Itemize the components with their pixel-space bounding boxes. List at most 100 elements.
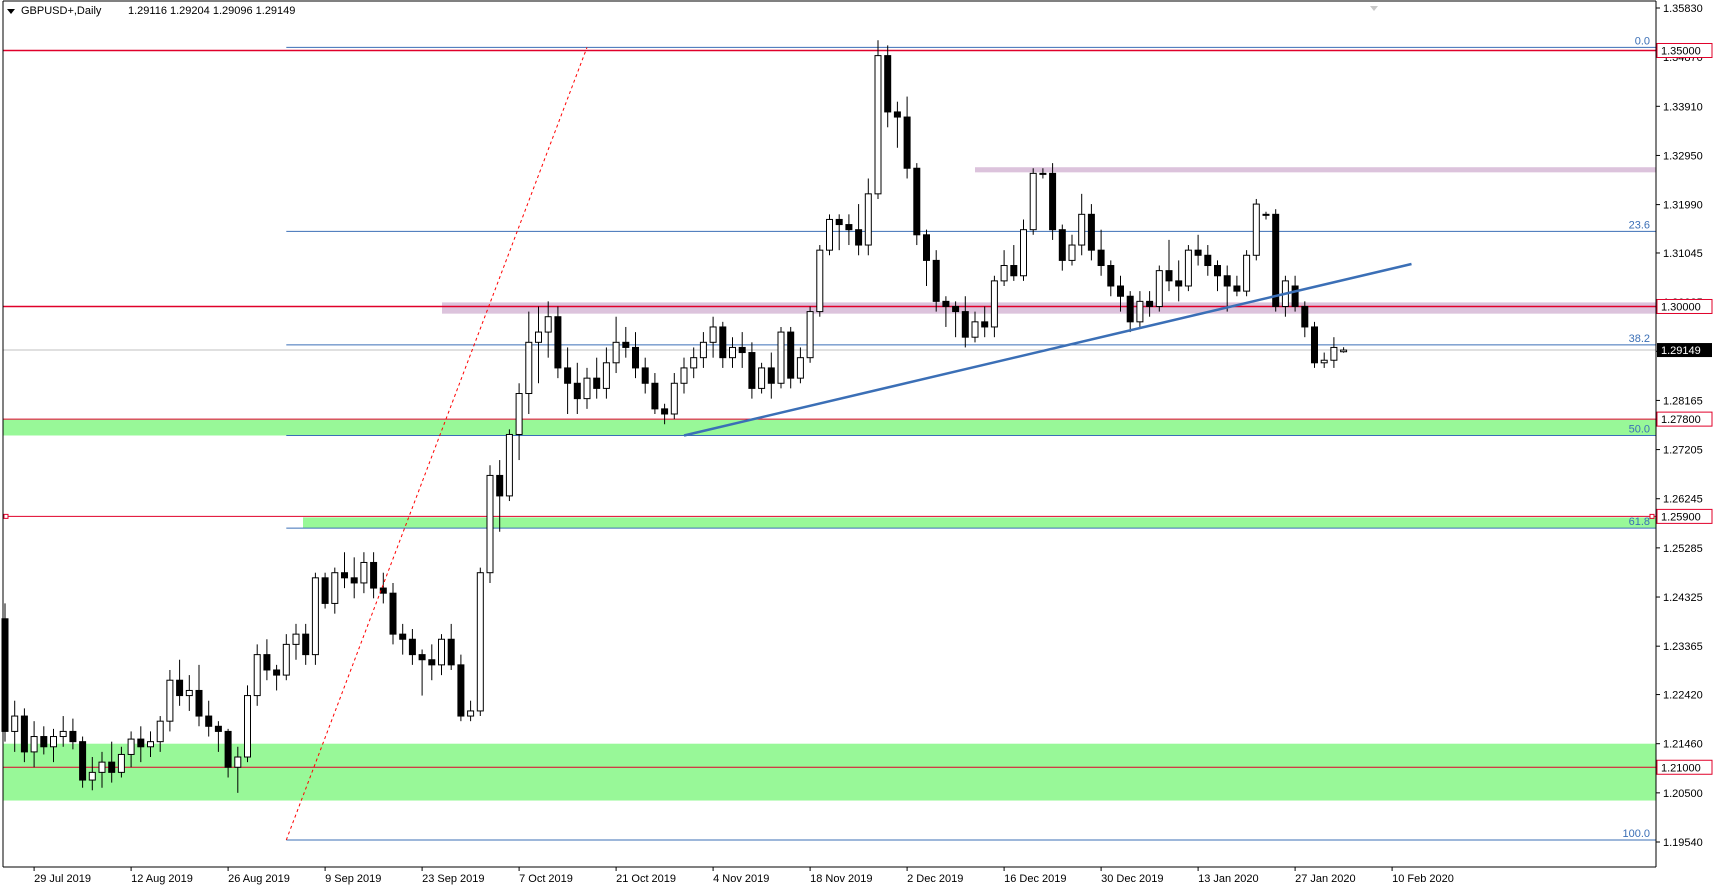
bull-candle-body bbox=[360, 561, 368, 584]
bear-candle-body bbox=[622, 341, 630, 348]
price-tick-label: 1.20500 bbox=[1663, 788, 1703, 800]
candle bbox=[40, 726, 48, 755]
zone-0 bbox=[442, 302, 1656, 314]
ohlc-values: 1.29116 1.29204 1.29096 1.29149 bbox=[128, 5, 295, 17]
bull-candle-body bbox=[30, 736, 38, 753]
bull-candle-body bbox=[1020, 229, 1027, 277]
bear-candle-body bbox=[224, 730, 232, 768]
time-tick-label: 2 Dec 2019 bbox=[907, 873, 963, 885]
level-price-label: 1.21000 bbox=[1661, 762, 1701, 774]
symbol-label: GBPUSD+,Daily bbox=[21, 5, 102, 17]
bull-candle-body bbox=[438, 638, 445, 666]
candle bbox=[796, 347, 804, 384]
bull-candle-body bbox=[583, 377, 591, 400]
bear-candle-body bbox=[1291, 285, 1299, 307]
price-tick-label: 1.31045 bbox=[1663, 248, 1703, 260]
bear-candle-body bbox=[418, 654, 426, 661]
candle bbox=[486, 465, 494, 583]
candle bbox=[1204, 245, 1212, 276]
bull-candle-body bbox=[1078, 213, 1086, 246]
bull-candle-body bbox=[1000, 265, 1008, 282]
scroll-marker-icon[interactable] bbox=[1370, 6, 1378, 11]
candle bbox=[884, 45, 892, 128]
bear-candle-body bbox=[1058, 229, 1066, 261]
bear-candle-body bbox=[748, 352, 756, 389]
bull-candle-body bbox=[525, 341, 533, 395]
zone-4 bbox=[3, 743, 1656, 801]
candle bbox=[554, 306, 562, 379]
bull-candle-body bbox=[796, 357, 804, 379]
time-tick-label: 9 Sep 2019 bbox=[325, 873, 381, 885]
bear-candle-body bbox=[263, 654, 271, 671]
level-price-label: 1.25900 bbox=[1661, 511, 1701, 523]
candle bbox=[59, 716, 67, 747]
candle bbox=[602, 347, 610, 399]
bear-candle-body bbox=[738, 346, 746, 354]
candle bbox=[855, 204, 863, 256]
candle bbox=[1000, 250, 1008, 286]
candle bbox=[680, 357, 688, 394]
bear-candle-body bbox=[214, 725, 222, 732]
candle bbox=[98, 751, 106, 788]
bear-candle-body bbox=[1039, 172, 1047, 175]
level-handle-right bbox=[1649, 513, 1655, 519]
bear-candle-body bbox=[593, 377, 601, 389]
candle bbox=[224, 728, 232, 778]
bear-candle-body bbox=[1214, 265, 1221, 277]
candle bbox=[69, 718, 77, 750]
candle bbox=[350, 557, 358, 599]
level-price-label: 1.35000 bbox=[1661, 45, 1701, 57]
bear-candle-body bbox=[205, 715, 213, 727]
candle bbox=[1155, 265, 1163, 312]
bull-candle-body bbox=[709, 326, 717, 343]
candle bbox=[11, 700, 19, 752]
price-tick-label: 1.28165 bbox=[1663, 395, 1703, 407]
bull-candle-body bbox=[59, 730, 67, 738]
candle bbox=[826, 214, 833, 256]
candle bbox=[1252, 198, 1260, 261]
bear-candle-body bbox=[942, 300, 950, 307]
candle bbox=[1175, 260, 1183, 302]
bull-candle-body bbox=[311, 577, 319, 656]
bull-candle-body bbox=[990, 280, 998, 328]
bear-candle-body bbox=[1107, 265, 1115, 287]
candle bbox=[1262, 211, 1270, 220]
bear-candle-body bbox=[370, 561, 378, 589]
candle bbox=[787, 326, 795, 389]
dropdown-triangle-icon[interactable] bbox=[7, 9, 15, 14]
bull-candle-body bbox=[166, 679, 174, 722]
bear-candle-body bbox=[719, 326, 727, 359]
time-tick-label: 23 Sep 2019 bbox=[422, 873, 484, 885]
bull-candle-body bbox=[88, 771, 96, 781]
bull-candle-body bbox=[670, 382, 678, 415]
candle bbox=[176, 659, 184, 706]
candle bbox=[1214, 260, 1221, 292]
candle bbox=[748, 342, 756, 399]
candle bbox=[845, 214, 853, 246]
bear-candle-body bbox=[350, 577, 358, 584]
candle bbox=[729, 337, 736, 368]
bear-candle-body bbox=[496, 474, 504, 497]
candle bbox=[321, 572, 329, 609]
bull-candle-body bbox=[486, 474, 494, 574]
bear-candle-body bbox=[1233, 285, 1241, 292]
candle bbox=[341, 552, 348, 589]
bear-candle-body bbox=[1311, 326, 1318, 364]
bear-candle-body bbox=[981, 321, 989, 328]
bull-candle-body bbox=[699, 341, 707, 359]
bull-candle-body bbox=[826, 218, 833, 251]
candle bbox=[932, 250, 940, 312]
bear-candle-body bbox=[389, 592, 397, 635]
bear-candle-body bbox=[893, 111, 901, 118]
candle bbox=[30, 721, 38, 768]
levels-layer bbox=[3, 49, 1656, 768]
candle bbox=[641, 357, 649, 394]
bull-candle-body bbox=[1320, 359, 1328, 364]
bull-candle-body bbox=[1136, 300, 1144, 323]
bull-candle-body bbox=[505, 433, 513, 497]
candle bbox=[593, 357, 601, 399]
price-tick-label: 1.23365 bbox=[1663, 641, 1703, 653]
candle bbox=[1136, 291, 1144, 327]
candle bbox=[564, 347, 572, 414]
